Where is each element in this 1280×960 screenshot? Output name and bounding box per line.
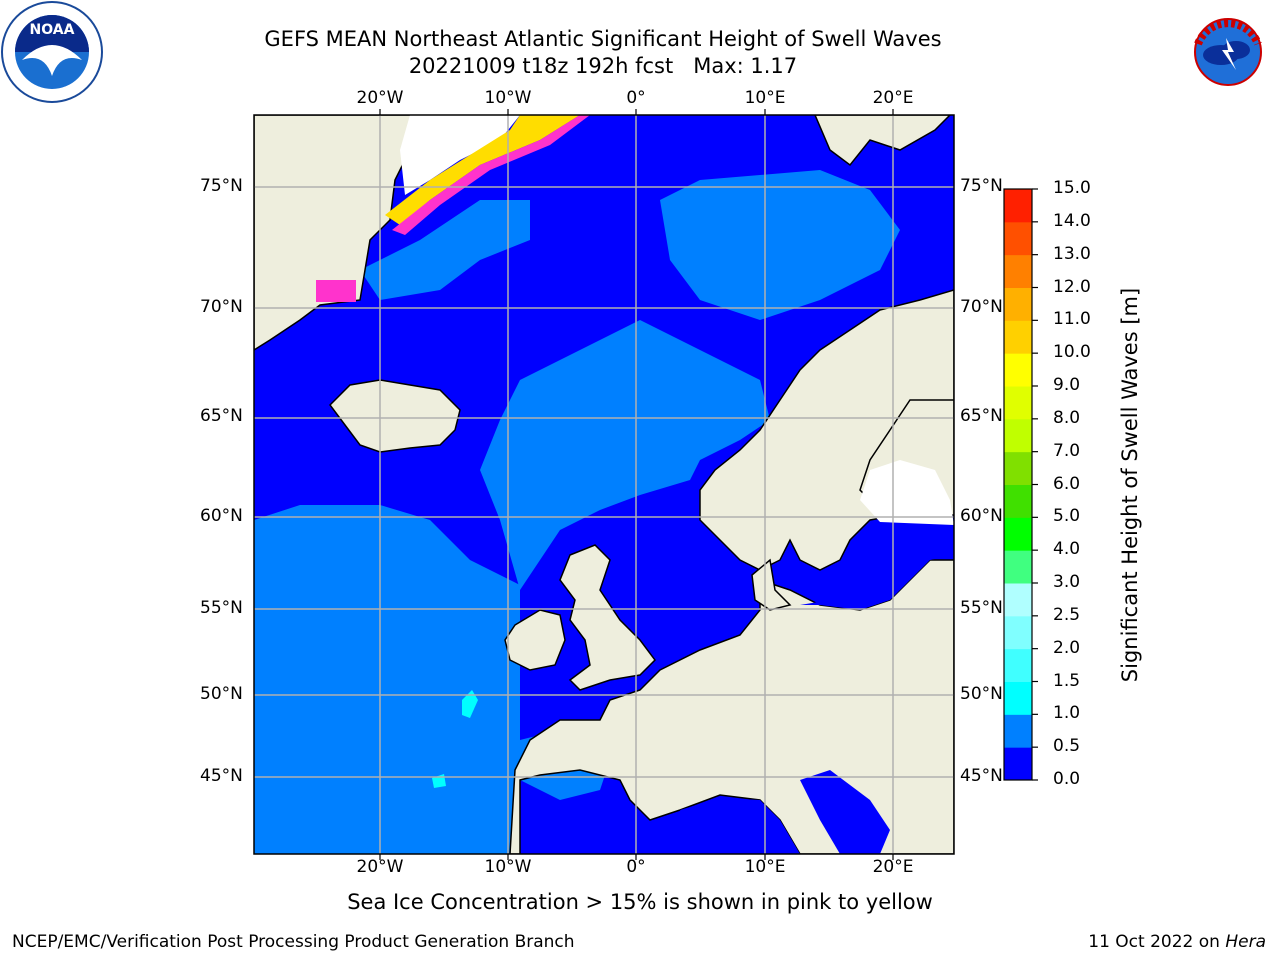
land-ireland — [504, 609, 566, 671]
lat-label-right: 50°N — [960, 684, 1003, 704]
colorbar-segment — [1004, 484, 1032, 518]
sea-baltic — [800, 530, 954, 610]
land-denmark — [751, 558, 792, 611]
map-ticks — [379, 109, 894, 860]
colorbar-tick-label: 6.0 — [1053, 473, 1081, 494]
colorbar-tick-label: 15.0 — [1053, 178, 1091, 198]
sea-adriatic — [800, 770, 890, 854]
lon-label-bottom: 20°W — [356, 857, 404, 877]
colorbar-tick-label: 0.5 — [1053, 736, 1081, 757]
swell-region-north — [360, 200, 530, 300]
lat-label-left: 45°N — [200, 766, 243, 786]
colorbar-tick-label: 3.0 — [1053, 572, 1081, 592]
colorbar-segment — [1004, 353, 1032, 387]
land-white-gulf — [860, 460, 954, 525]
colorbar-segment — [1004, 747, 1032, 781]
lat-label-left: 75°N — [200, 176, 243, 196]
colorbar-tick-label: 2.5 — [1053, 604, 1081, 625]
lat-label-left: 50°N — [200, 684, 243, 704]
nws-logo — [1180, 4, 1276, 100]
colorbar-tick-label: 1.0 — [1053, 703, 1081, 724]
colorbar-segment — [1004, 550, 1032, 584]
lon-label-top: 20°W — [356, 88, 404, 108]
sea-ice-white — [400, 115, 520, 195]
swell-region-central — [480, 320, 770, 590]
lat-label-right: 45°N — [960, 766, 1003, 786]
swell-region-northeast — [660, 170, 900, 320]
colorbar-label: Significant Height of Swell Waves [m] — [1118, 287, 1142, 683]
swell-patch-high-1 — [462, 690, 478, 718]
lon-label-bottom: 10°E — [744, 857, 786, 877]
lat-label-right: 75°N — [960, 176, 1003, 196]
footer-credit: NCEP/EMC/Verification Post Processing Pr… — [12, 932, 575, 952]
colorbar-segment — [1004, 615, 1032, 650]
lat-label-right: 70°N — [960, 297, 1003, 317]
sea-ice-yellow — [385, 115, 580, 225]
footer-host: Hera — [1225, 932, 1266, 952]
lat-label-right: 60°N — [960, 506, 1003, 526]
land-great-britain — [559, 544, 656, 691]
colorbar-tick-label: 12.0 — [1053, 276, 1091, 297]
colorbar-segment — [1004, 221, 1032, 256]
colorbar-segment — [1004, 189, 1032, 223]
footer-date-text: 11 Oct 2022 on — [1088, 932, 1226, 952]
lon-label-bottom: 0° — [626, 857, 646, 877]
lat-label-left: 70°N — [200, 297, 243, 317]
map-frame — [253, 114, 955, 855]
lon-label-bottom: 10°W — [484, 857, 532, 877]
noaa-logo: NOAA — [1, 1, 103, 103]
colorbar-segment — [1004, 418, 1032, 453]
colorbar-segment — [1004, 583, 1032, 617]
lon-label-top: 20°E — [872, 88, 914, 108]
lat-label-left: 60°N — [200, 506, 243, 526]
colorbar-tick-label: 4.0 — [1053, 539, 1081, 560]
colorbar — [1003, 188, 1038, 781]
colorbar-tick-label: 7.0 — [1053, 440, 1081, 461]
map-area — [254, 115, 954, 854]
colorbar-segment — [1004, 386, 1032, 420]
colorbar-segment — [1004, 648, 1032, 682]
sea-ice-pink — [392, 115, 590, 235]
lon-label-top: 10°W — [484, 88, 532, 108]
colorbar-segment — [1004, 254, 1032, 288]
colorbar-segment — [1004, 287, 1032, 321]
lat-label-right: 55°N — [960, 598, 1003, 618]
lon-label-bottom: 20°E — [872, 857, 914, 877]
colorbar-tick-label: 11.0 — [1053, 309, 1091, 330]
sea-ice-pink-patch — [316, 280, 356, 302]
colorbar-tick-label: 0.0 — [1053, 769, 1081, 789]
lat-label-left: 65°N — [200, 406, 243, 426]
colorbar-segment — [1004, 451, 1032, 485]
lon-label-top: 0° — [626, 88, 646, 108]
chart-title: GEFS MEAN Northeast Atlantic Significant… — [264, 27, 942, 51]
sea-ice-note: Sea Ice Concentration > 15% is shown in … — [347, 890, 933, 914]
colorbar-tick-label: 13.0 — [1053, 243, 1091, 264]
footer-date: 11 Oct 2022 on Hera — [1088, 932, 1266, 952]
chart-subtitle: 20221009 t18z 192h fcst Max: 1.17 — [408, 54, 798, 78]
colorbar-tick-label: 8.0 — [1053, 407, 1081, 428]
lon-label-top: 10°E — [744, 88, 786, 108]
sea-mediterranean — [680, 798, 800, 854]
colorbar-tick-label: 14.0 — [1053, 210, 1091, 231]
colorbar-tick-label: 5.0 — [1053, 506, 1081, 527]
land-svalbard — [814, 115, 952, 167]
colorbar-tick-label: 9.0 — [1053, 375, 1081, 395]
lat-label-left: 55°N — [200, 598, 243, 618]
colorbar-tick-label: 2.0 — [1053, 637, 1081, 658]
noaa-logo-text: NOAA — [30, 22, 75, 38]
colorbar-segment — [1004, 517, 1032, 551]
colorbar-segment — [1004, 714, 1032, 748]
colorbar-segment — [1004, 320, 1032, 354]
colorbar-tick-label: 1.5 — [1053, 670, 1081, 691]
colorbar-segment — [1004, 681, 1032, 715]
colorbar-tick-label: 10.0 — [1053, 342, 1091, 363]
swell-region-southwest — [254, 505, 520, 854]
graticule — [254, 115, 954, 854]
lat-label-right: 65°N — [960, 406, 1003, 426]
